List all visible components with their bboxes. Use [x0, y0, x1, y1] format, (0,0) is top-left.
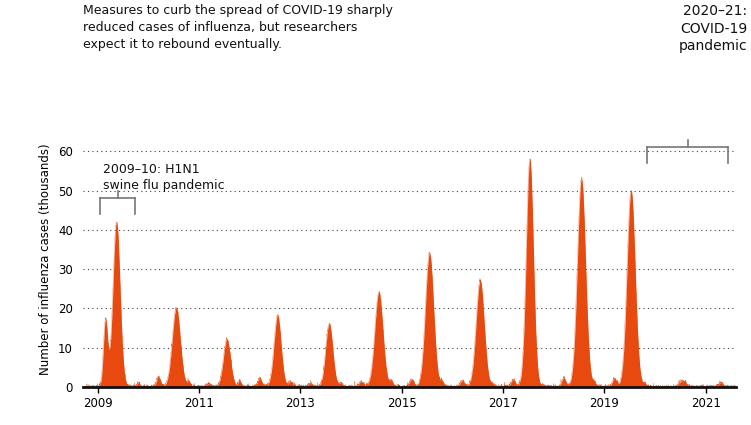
Text: 2009–10: H1N1
swine flu pandemic: 2009–10: H1N1 swine flu pandemic	[103, 163, 225, 192]
Text: Measures to curb the spread of COVID-19 sharply
reduced cases of influenza, but : Measures to curb the spread of COVID-19 …	[83, 4, 393, 51]
Text: 2020–21:
COVID-19
pandemic: 2020–21: COVID-19 pandemic	[679, 4, 747, 53]
Y-axis label: Number of influenza cases (thousands): Number of influenza cases (thousands)	[40, 144, 53, 375]
